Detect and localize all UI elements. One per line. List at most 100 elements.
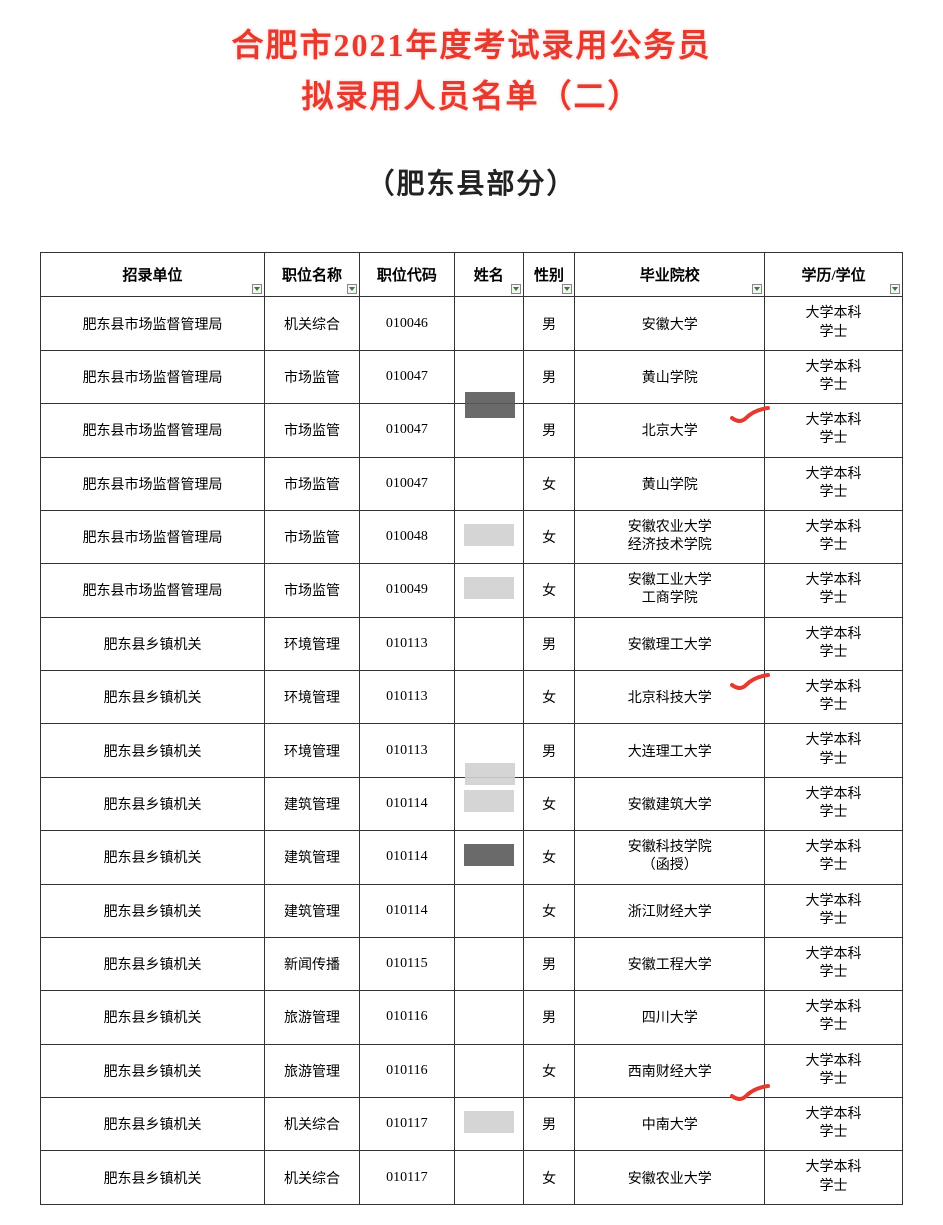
cell-gender: 男 (523, 1098, 575, 1151)
cell-unit: 肥东县乡镇机关 (41, 1151, 265, 1204)
cell-unit: 肥东县市场监督管理局 (41, 564, 265, 617)
cell-degree: 大学本科学士 (765, 1151, 903, 1204)
cell-code: 010047 (359, 350, 454, 403)
cell-school: 安徽建筑大学 (575, 777, 765, 830)
cell-degree: 大学本科学士 (765, 777, 903, 830)
cell-name (454, 884, 523, 937)
cell-gender: 女 (523, 1044, 575, 1097)
cell-code: 010117 (359, 1151, 454, 1204)
cell-code: 010048 (359, 510, 454, 563)
cell-degree: 大学本科学士 (765, 350, 903, 403)
table-row: 肥东县乡镇机关建筑管理010114女浙江财经大学大学本科学士 (41, 884, 903, 937)
cell-code: 010113 (359, 671, 454, 724)
filter-icon[interactable] (562, 284, 572, 294)
cell-code: 010049 (359, 564, 454, 617)
cell-degree: 大学本科学士 (765, 991, 903, 1044)
cell-school: 安徽大学 (575, 297, 765, 350)
cell-unit: 肥东县乡镇机关 (41, 777, 265, 830)
col-header-unit: 招录单位 (41, 253, 265, 297)
cell-name (454, 937, 523, 990)
cell-code: 010047 (359, 457, 454, 510)
cell-name (454, 457, 523, 510)
cell-name (454, 777, 523, 830)
cell-unit: 肥东县乡镇机关 (41, 991, 265, 1044)
cell-position: 市场监管 (265, 404, 360, 457)
cell-code: 010117 (359, 1098, 454, 1151)
cell-degree: 大学本科学士 (765, 297, 903, 350)
cell-degree: 大学本科学士 (765, 884, 903, 937)
cell-degree: 大学本科学士 (765, 510, 903, 563)
cell-unit: 肥东县市场监督管理局 (41, 457, 265, 510)
cell-gender: 女 (523, 777, 575, 830)
cell-position: 旅游管理 (265, 1044, 360, 1097)
cell-position: 建筑管理 (265, 884, 360, 937)
cell-position: 机关综合 (265, 1098, 360, 1151)
cell-unit: 肥东县乡镇机关 (41, 1098, 265, 1151)
col-header-name: 姓名 (454, 253, 523, 297)
table-row: 肥东县乡镇机关旅游管理010116男四川大学大学本科学士 (41, 991, 903, 1044)
redaction-block (464, 577, 514, 599)
cell-name (454, 1151, 523, 1204)
cell-school: 四川大学 (575, 991, 765, 1044)
cell-unit: 肥东县市场监督管理局 (41, 510, 265, 563)
table-row: 肥东县市场监督管理局市场监管010047女黄山学院大学本科学士 (41, 457, 903, 510)
cell-name (454, 1044, 523, 1097)
filter-icon[interactable] (252, 284, 262, 294)
cell-code: 010113 (359, 617, 454, 670)
cell-gender: 男 (523, 724, 575, 777)
cell-code: 010116 (359, 1044, 454, 1097)
table-row: 肥东县乡镇机关机关综合010117男中南大学大学本科学士 (41, 1098, 903, 1151)
cell-position: 环境管理 (265, 617, 360, 670)
col-header-gender: 性别 (523, 253, 575, 297)
cell-code: 010047 (359, 404, 454, 457)
col-header-school: 毕业院校 (575, 253, 765, 297)
table-row: 肥东县乡镇机关环境管理010113男安徽理工大学大学本科学士 (41, 617, 903, 670)
redaction-block (464, 1111, 514, 1133)
cell-code: 010114 (359, 831, 454, 884)
cell-code: 010114 (359, 884, 454, 937)
redaction-block (465, 392, 515, 418)
table-row: 肥东县乡镇机关建筑管理010114 女安徽建筑大学大学本科学士 (41, 777, 903, 830)
cell-school: 黄山学院 (575, 457, 765, 510)
cell-position: 市场监管 (265, 457, 360, 510)
cell-gender: 男 (523, 937, 575, 990)
document-subtitle: （肥东县部分） (40, 162, 903, 202)
cell-unit: 肥东县乡镇机关 (41, 671, 265, 724)
table-row: 肥东县市场监督管理局机关综合010046男安徽大学大学本科学士 (41, 297, 903, 350)
table-row: 肥东县市场监督管理局市场监管010047男北京大学大学本科学士 (41, 404, 903, 457)
cell-school: 北京科技大学 (575, 671, 765, 724)
filter-icon[interactable] (347, 284, 357, 294)
cell-gender: 女 (523, 884, 575, 937)
cell-position: 机关综合 (265, 297, 360, 350)
cell-unit: 肥东县市场监督管理局 (41, 350, 265, 403)
cell-degree: 大学本科学士 (765, 564, 903, 617)
cell-gender: 女 (523, 1151, 575, 1204)
cell-position: 环境管理 (265, 671, 360, 724)
document-title: 合肥市2021年度考试录用公务员 拟录用人员名单（二） (40, 20, 903, 122)
cell-name (454, 617, 523, 670)
cell-position: 环境管理 (265, 724, 360, 777)
cell-gender: 男 (523, 350, 575, 403)
filter-icon[interactable] (890, 284, 900, 294)
redaction-block (464, 844, 514, 866)
col-header-code: 职位代码 (359, 253, 454, 297)
cell-school: 大连理工大学 (575, 724, 765, 777)
filter-icon[interactable] (752, 284, 762, 294)
cell-unit: 肥东县乡镇机关 (41, 937, 265, 990)
cell-name (454, 671, 523, 724)
cell-degree: 大学本科学士 (765, 724, 903, 777)
table-row: 肥东县乡镇机关环境管理010113男大连理工大学大学本科学士 (41, 724, 903, 777)
cell-position: 建筑管理 (265, 777, 360, 830)
cell-degree: 大学本科学士 (765, 831, 903, 884)
cell-code: 010114 (359, 777, 454, 830)
cell-gender: 男 (523, 617, 575, 670)
cell-school: 中南大学 (575, 1098, 765, 1151)
table-row: 肥东县乡镇机关旅游管理010116女西南财经大学大学本科学士 (41, 1044, 903, 1097)
cell-name (454, 404, 523, 457)
cell-school: 安徽农业大学经济技术学院 (575, 510, 765, 563)
cell-code: 010115 (359, 937, 454, 990)
cell-degree: 大学本科学士 (765, 457, 903, 510)
cell-unit: 肥东县市场监督管理局 (41, 297, 265, 350)
redaction-block (464, 524, 514, 546)
filter-icon[interactable] (511, 284, 521, 294)
